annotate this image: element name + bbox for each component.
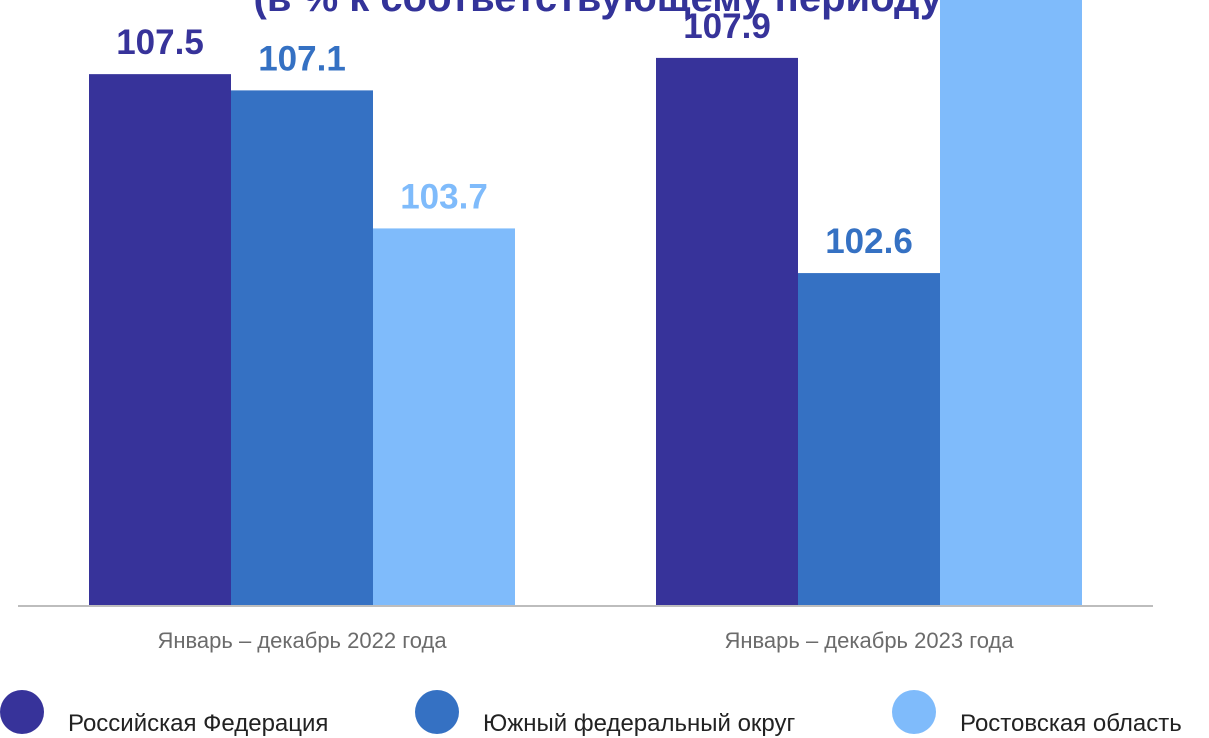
- legend-item-rostov-region: Ростовская область: [892, 690, 1182, 737]
- value-label-series-0-category-0: 107.5: [116, 23, 204, 62]
- bar-series-0-category-0: [89, 74, 231, 606]
- bars-group: [89, 0, 1082, 607]
- bar-series-1-category-0: [231, 90, 373, 606]
- chart-title: (в % к соответствующему периоду): [0, 0, 1209, 21]
- legend-label: Российская Федерация: [68, 710, 329, 737]
- bar-series-2-category-1: [940, 0, 1082, 606]
- legend-swatch-russian-federation: [0, 690, 44, 734]
- legend-label: Южный федеральный округ: [483, 710, 796, 737]
- value-label-series-1-category-0: 107.1: [258, 39, 346, 78]
- legend-item-russian-federation: Российская Федерация: [0, 690, 328, 737]
- value-label-series-2-category-0: 103.7: [400, 177, 488, 216]
- bar-series-2-category-0: [373, 228, 515, 607]
- legend-item-southern-federal-district: Южный федеральный округ: [415, 690, 795, 737]
- bar-series-1-category-1: [798, 273, 940, 606]
- category-labels-group: Январь – декабрь 2022 года Январь – декаб…: [157, 628, 1014, 653]
- value-label-series-1-category-1: 102.6: [825, 222, 913, 261]
- bar-series-0-category-1: [656, 57, 798, 606]
- legend-swatch-rostov-region: [892, 690, 936, 734]
- value-label-series-0-category-1: 107.9: [683, 7, 771, 46]
- category-label-0: Январь – декабрь 2022 года: [157, 628, 447, 653]
- legend-label: Ростовская область: [960, 710, 1182, 737]
- legend-swatch-southern-federal-district: [415, 690, 459, 734]
- category-label-1: Январь – декабрь 2023 года: [724, 628, 1014, 653]
